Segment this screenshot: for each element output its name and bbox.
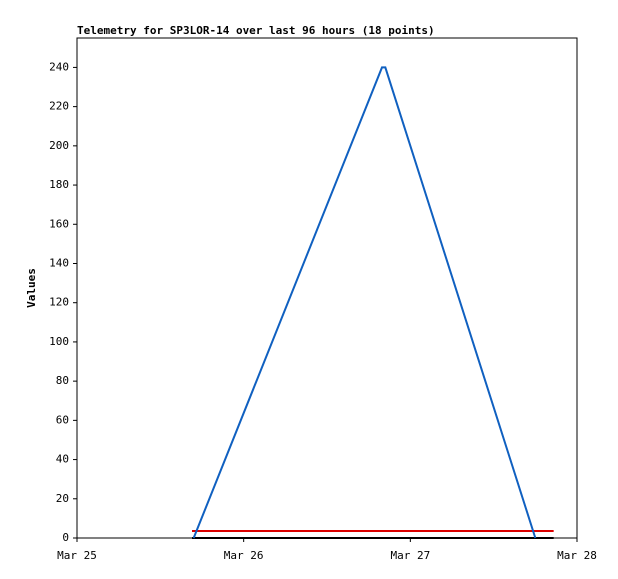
- y-tick-label: 60: [56, 413, 69, 426]
- series-line: [192, 66, 537, 539]
- chart-title: Telemetry for SP3LOR-14 over last 96 hou…: [77, 24, 435, 37]
- y-axis-label: Values: [25, 268, 38, 308]
- y-tick-label: 160: [49, 217, 69, 230]
- y-tick-label: 100: [49, 335, 69, 348]
- y-tick-label: 20: [56, 492, 69, 505]
- x-tick-label: Mar 26: [224, 549, 264, 562]
- y-tick-label: 0: [62, 531, 69, 544]
- y-tick-label: 140: [49, 256, 69, 269]
- y-tick-label: 80: [56, 374, 69, 387]
- x-tick-label: Mar 25: [57, 549, 97, 562]
- y-tick-label: 180: [49, 178, 69, 191]
- y-tick-label: 220: [49, 100, 69, 113]
- y-tick-label: 200: [49, 139, 69, 152]
- x-tick-label: Mar 28: [557, 549, 597, 562]
- y-tick-label: 120: [49, 296, 69, 309]
- y-tick-label: 40: [56, 453, 69, 466]
- y-tick-label: 240: [49, 60, 69, 73]
- x-tick-label: Mar 27: [390, 549, 430, 562]
